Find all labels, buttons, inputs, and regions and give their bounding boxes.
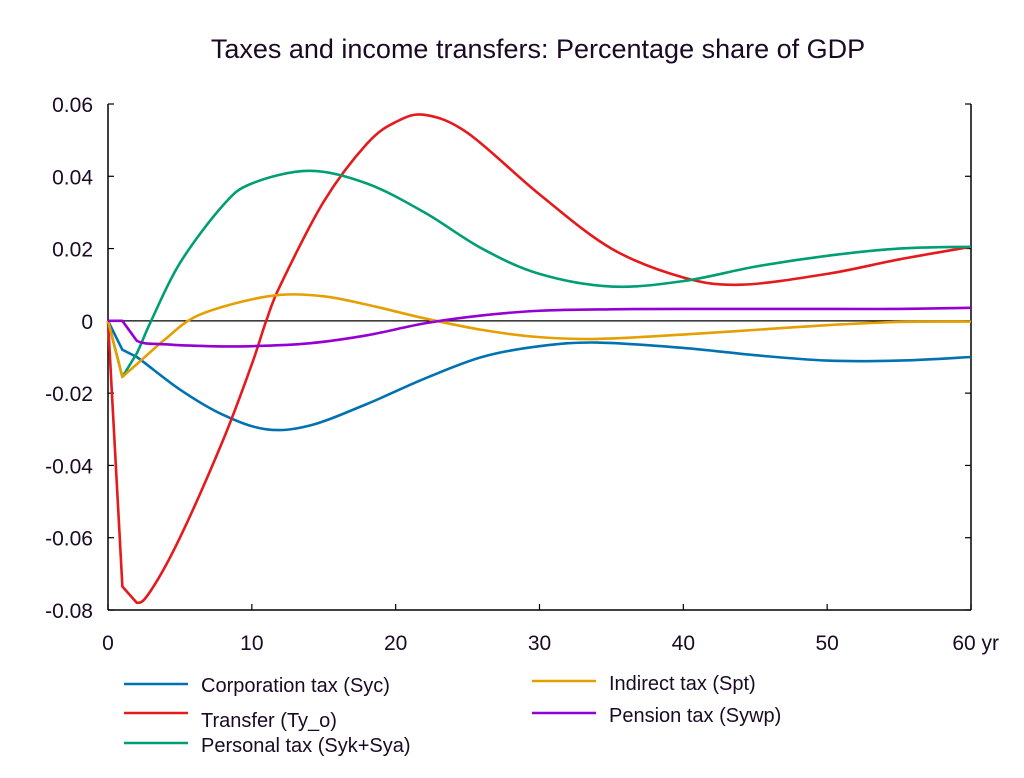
- legend-label: Personal tax (Syk+Sya): [201, 735, 411, 757]
- chart-title: Taxes and income transfers: Percentage s…: [211, 34, 865, 64]
- x-tick-label: 0: [102, 632, 114, 655]
- series-line-personal-tax-syk-sya: [106, 169, 972, 379]
- y-tick-label: 0.02: [52, 239, 93, 262]
- y-tick-label: -0.02: [45, 383, 93, 406]
- legend-label: Pension tax (Sywp): [609, 705, 781, 727]
- y-tick-label: 0.06: [52, 94, 93, 117]
- series-line-pension-tax-sywp: [108, 306, 972, 348]
- legend-label: Indirect tax (Spt): [609, 673, 756, 695]
- plot-lines: [106, 113, 972, 605]
- legend-label: Corporation tax (Syc): [201, 675, 390, 697]
- legend-label: Transfer (Ty_o): [201, 710, 337, 732]
- x-tick-label: 60 yr: [952, 632, 999, 655]
- legend: Corporation tax (Syc) Transfer (Ty_o) Pers…: [124, 673, 781, 757]
- y-tick-label: 0: [81, 311, 93, 334]
- y-tick-label: -0.08: [45, 600, 93, 623]
- legend-item: Indirect tax (Spt): [532, 673, 756, 695]
- y-tick-label: -0.04: [45, 455, 93, 478]
- x-tick-label: 50: [815, 632, 838, 655]
- legend-item: Personal tax (Syk+Sya): [124, 735, 411, 757]
- legend-item: Transfer (Ty_o): [124, 710, 337, 732]
- x-tick-label: 10: [240, 632, 263, 655]
- y-tick-label: 0.04: [52, 166, 93, 189]
- y-tick-label: -0.06: [45, 528, 93, 551]
- series-line-transfer-ty-o: [106, 113, 972, 605]
- series-line-indirect-tax-spt: [106, 293, 972, 379]
- legend-item: Pension tax (Sywp): [532, 705, 781, 727]
- x-tick-label: 30: [528, 632, 551, 655]
- legend-item: Corporation tax (Syc): [124, 675, 390, 697]
- axes: -0.08 -0.06 -0.04 -0.02 0 0.02 0.04 0.06 0 10 20 30…: [45, 94, 999, 655]
- x-tick-label: 40: [672, 632, 695, 655]
- x-tick-label: 20: [384, 632, 407, 655]
